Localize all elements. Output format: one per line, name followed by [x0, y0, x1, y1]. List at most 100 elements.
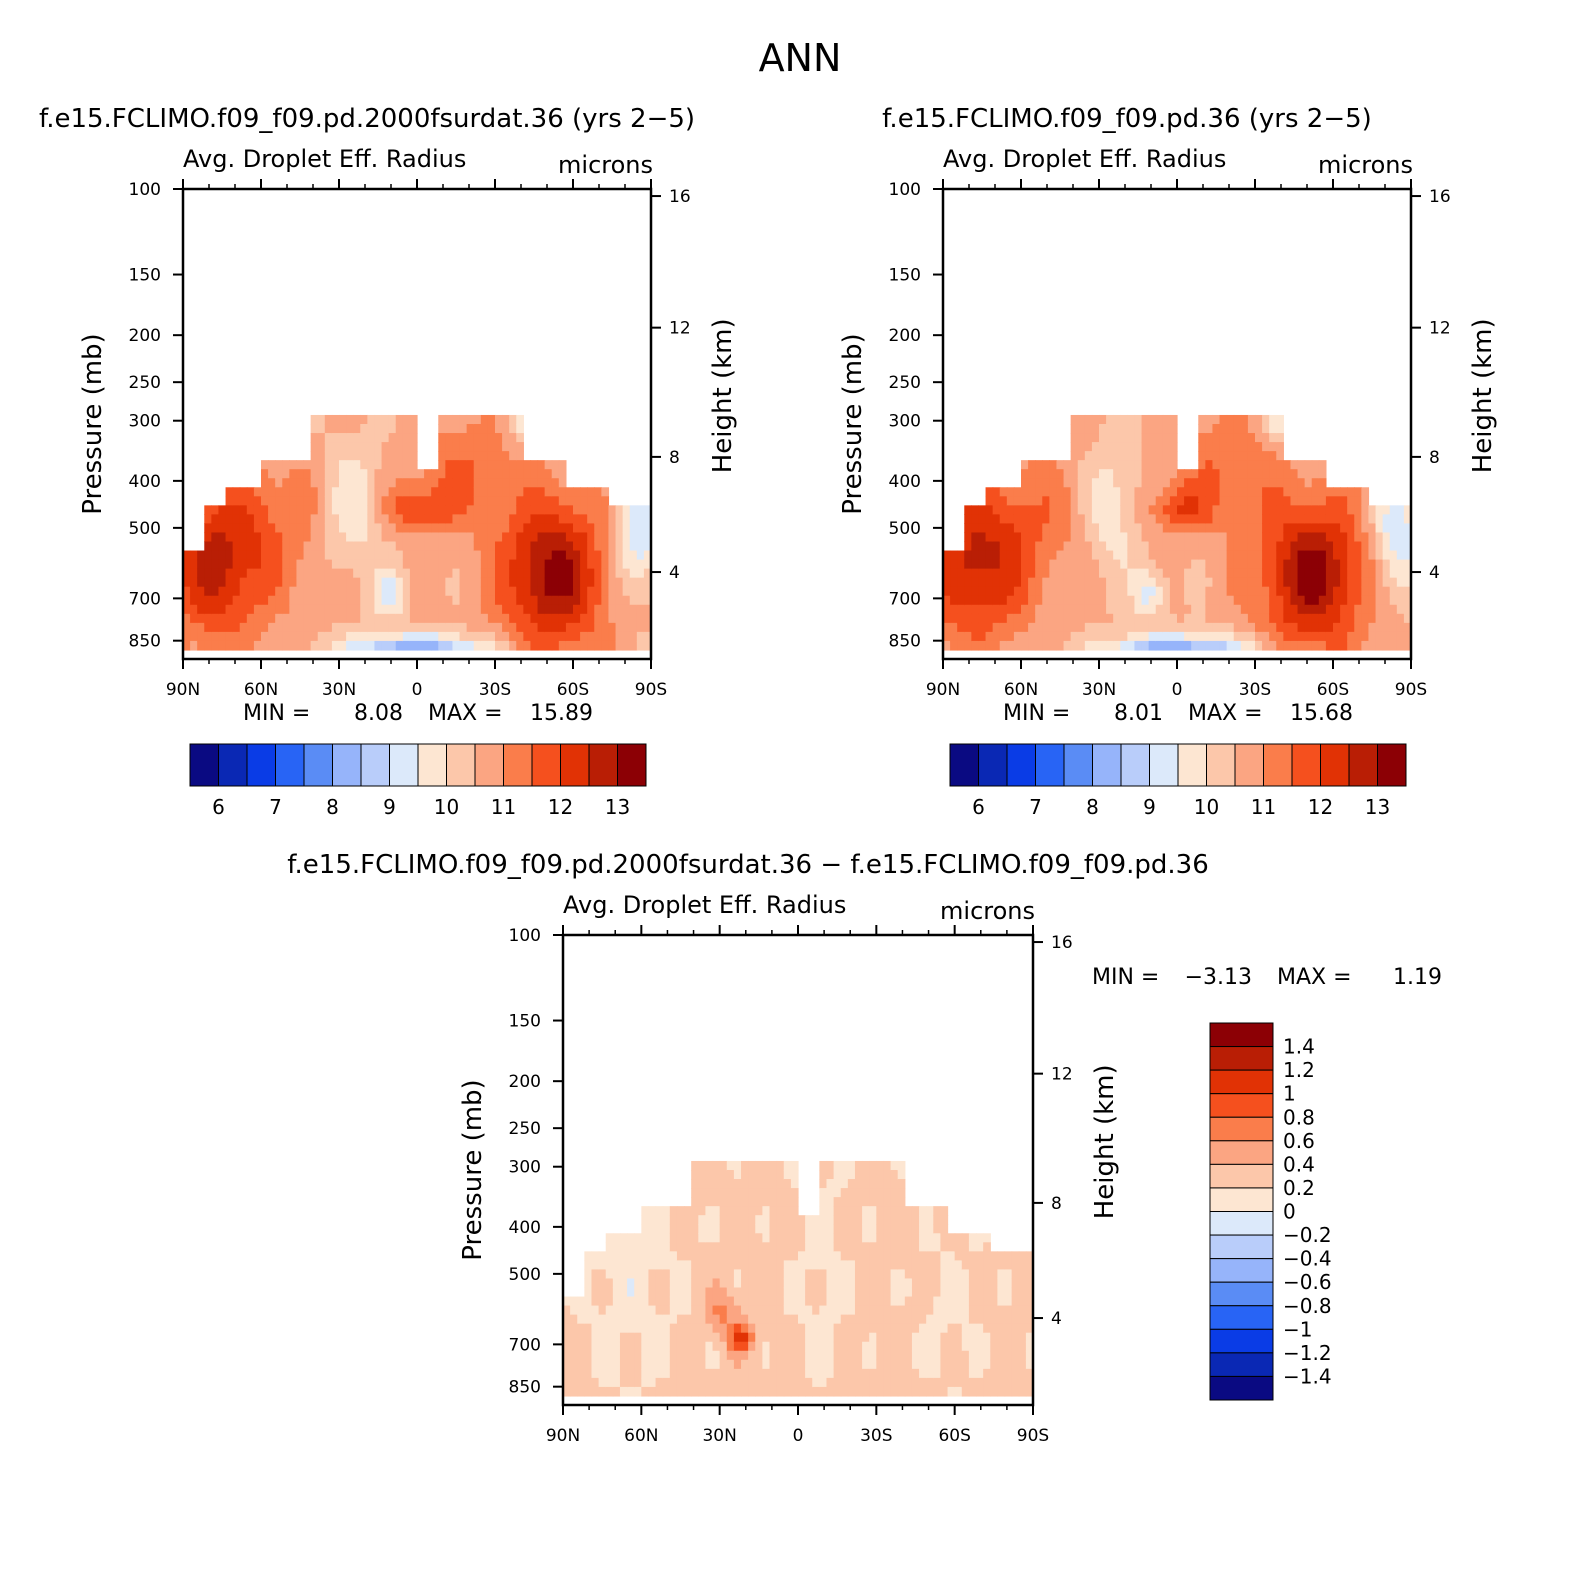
- p3-cell: [890, 1215, 899, 1225]
- p1-cell: [424, 478, 432, 488]
- p1-cell: [523, 640, 532, 651]
- p2-cell: [1219, 532, 1228, 543]
- p3-cell: [1025, 1323, 1034, 1334]
- p3-cell: [762, 1377, 771, 1388]
- p3-cell: [1011, 1251, 1020, 1261]
- p3-cell: [598, 1305, 607, 1316]
- p1-cell: [317, 433, 326, 443]
- p3-cell: [926, 1278, 934, 1289]
- p2-cell: [1297, 595, 1306, 606]
- p3-cell: [798, 1359, 806, 1370]
- p1-cell: [551, 604, 560, 615]
- p3-cell: [648, 1215, 657, 1225]
- p3-cell: [776, 1215, 785, 1225]
- p3-cell: [676, 1386, 685, 1397]
- p1-cell: [388, 514, 397, 525]
- p1-cell: [204, 577, 212, 588]
- p3-cell: [876, 1170, 885, 1180]
- p1-cell: [360, 613, 368, 624]
- p2-cell: [1013, 640, 1022, 651]
- p1-cell: [502, 487, 510, 497]
- p2-cell: [1240, 523, 1249, 534]
- p1-cell: [573, 514, 581, 525]
- p2-cell: [1290, 487, 1299, 497]
- p2-cell: [1042, 631, 1050, 642]
- p2-min-label: MIN =: [1003, 701, 1070, 726]
- p2-cell: [1106, 595, 1114, 606]
- p2-cell: [1247, 631, 1256, 642]
- p1-cell: [409, 631, 418, 642]
- p2-cell: [1226, 577, 1235, 588]
- p2-cell: [964, 622, 972, 633]
- p3-cell: [919, 1305, 927, 1316]
- p3-cell: [641, 1242, 650, 1252]
- p2-cell: [1382, 613, 1391, 624]
- p1-cell: [480, 631, 489, 642]
- p2-cell: [1276, 523, 1284, 534]
- p3-cell: [669, 1206, 678, 1216]
- p2-cell: [1396, 550, 1405, 561]
- p2-cell: [1304, 586, 1313, 597]
- p2-cell: [1233, 604, 1242, 615]
- p2-cell: [1070, 478, 1079, 488]
- p2-cell: [1141, 514, 1150, 525]
- p3-cell: [990, 1341, 998, 1352]
- p2-cell: [1212, 487, 1221, 497]
- p2-cell: [1389, 541, 1398, 552]
- p3-cell: [733, 1260, 742, 1271]
- p3-cell: [876, 1260, 885, 1271]
- p2-cell: [1035, 532, 1043, 543]
- p2-cell: [1354, 559, 1362, 570]
- p1-cell: [601, 568, 610, 579]
- p3-cell: [805, 1296, 813, 1307]
- p2-cell: [1141, 505, 1150, 515]
- p1-cell: [424, 568, 432, 579]
- p2-colorbar-swatch: [1092, 743, 1122, 787]
- p2-cell: [1035, 568, 1043, 579]
- p2-cell: [1134, 442, 1143, 452]
- p3-cell: [847, 1305, 856, 1316]
- p3-cell: [911, 1341, 920, 1352]
- p1-cell: [466, 604, 475, 615]
- p2-cell: [1311, 487, 1320, 497]
- p3-cell: [840, 1260, 849, 1271]
- p1-cell: [530, 622, 539, 633]
- p1-cell: [502, 414, 510, 425]
- p2-cell: [1127, 505, 1136, 515]
- p1-cell: [452, 595, 461, 606]
- p2-cell: [1028, 514, 1036, 525]
- p2-cell: [1262, 433, 1270, 443]
- p2-cell: [999, 514, 1008, 525]
- p1-cell: [395, 523, 404, 534]
- p1-cell: [573, 595, 581, 606]
- p2-cell: [1347, 514, 1355, 525]
- p3-cell: [954, 1233, 963, 1243]
- p2-cell: [1276, 451, 1284, 461]
- p2-cell: [1219, 496, 1228, 506]
- p1-cell: [409, 640, 418, 651]
- p3-cell: [890, 1296, 899, 1307]
- p1-cell: [268, 523, 276, 534]
- p3-cell: [769, 1224, 778, 1234]
- p2-cell: [1347, 595, 1355, 606]
- p3-cell: [769, 1160, 778, 1171]
- p1-cell: [261, 550, 269, 561]
- p3-cell: [919, 1269, 927, 1280]
- p1-cell: [636, 613, 645, 624]
- p2-cell: [1368, 532, 1377, 543]
- p2-cell: [1049, 523, 1058, 534]
- p2-cell: [1304, 613, 1313, 624]
- p3-cell: [897, 1296, 906, 1307]
- p2-cell: [1120, 622, 1128, 633]
- p2-cell: [1056, 640, 1065, 651]
- p1-cell: [239, 559, 248, 570]
- p2-cell: [1191, 550, 1199, 561]
- p2-cell: [1255, 586, 1263, 597]
- p2-cell: [1340, 631, 1348, 642]
- p3-cell: [840, 1197, 849, 1207]
- p3-cell: [726, 1287, 735, 1298]
- p3-cell: [933, 1233, 942, 1243]
- p1-cell: [190, 604, 198, 615]
- p1-cell: [303, 541, 312, 552]
- p2-cell: [1134, 469, 1143, 479]
